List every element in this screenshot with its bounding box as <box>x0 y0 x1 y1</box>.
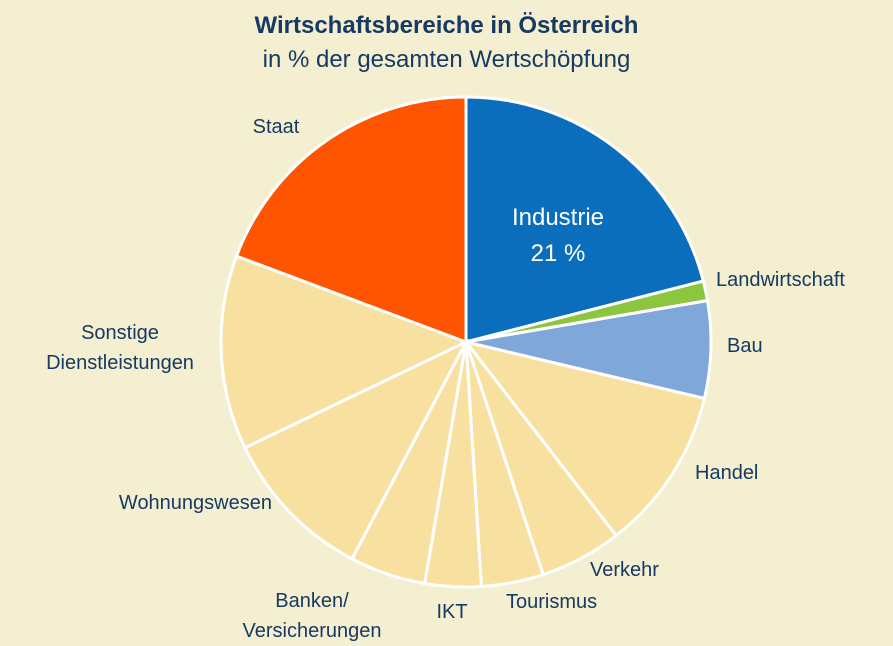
slice-label: Bau <box>727 335 763 357</box>
slice-label: Sonstige Dienstleistungen <box>46 322 194 374</box>
pie-slice <box>234 95 468 345</box>
slice-label: Staat <box>252 116 300 138</box>
chart-title: Wirtschaftsbereiche in Österreich <box>254 12 639 39</box>
pie-slice <box>219 254 470 450</box>
value-label: 21 % <box>530 240 586 267</box>
slice-label: Industrie <box>511 204 605 231</box>
slice-label: Banken/ Versicherungen <box>242 590 382 642</box>
pie-slice <box>242 338 470 561</box>
slice-label: Tourismus <box>506 591 598 613</box>
slice-label: Wohnungswesen <box>118 492 272 514</box>
slice-label: IKT <box>436 601 468 623</box>
slice-label: Handel <box>695 462 759 484</box>
chart-subtitle: in % der gesamten Wertschöpfung <box>262 46 631 73</box>
slice-label: Landwirtschaft <box>716 269 845 291</box>
pie-slice <box>464 95 706 344</box>
slice-label: Verkehr <box>590 559 659 581</box>
pie-slice <box>462 339 707 538</box>
